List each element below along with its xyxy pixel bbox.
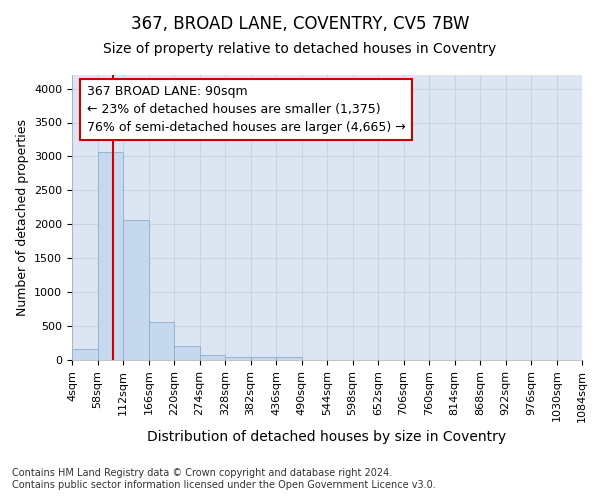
- Bar: [225, 356, 251, 360]
- X-axis label: Distribution of detached houses by size in Coventry: Distribution of detached houses by size …: [148, 430, 506, 444]
- Bar: [251, 356, 276, 360]
- Bar: [72, 350, 97, 360]
- Text: 367, BROAD LANE, COVENTRY, CV5 7BW: 367, BROAD LANE, COVENTRY, CV5 7BW: [131, 15, 469, 33]
- Y-axis label: Number of detached properties: Number of detached properties: [16, 119, 29, 316]
- Bar: [174, 346, 199, 360]
- Bar: [276, 357, 302, 360]
- Text: Contains HM Land Registry data © Crown copyright and database right 2024.
Contai: Contains HM Land Registry data © Crown c…: [12, 468, 436, 490]
- Bar: [149, 322, 174, 360]
- Text: Size of property relative to detached houses in Coventry: Size of property relative to detached ho…: [103, 42, 497, 56]
- Text: 367 BROAD LANE: 90sqm
← 23% of detached houses are smaller (1,375)
76% of semi-d: 367 BROAD LANE: 90sqm ← 23% of detached …: [86, 85, 406, 134]
- Bar: [97, 152, 123, 360]
- Bar: [200, 355, 225, 360]
- Bar: [123, 220, 149, 360]
